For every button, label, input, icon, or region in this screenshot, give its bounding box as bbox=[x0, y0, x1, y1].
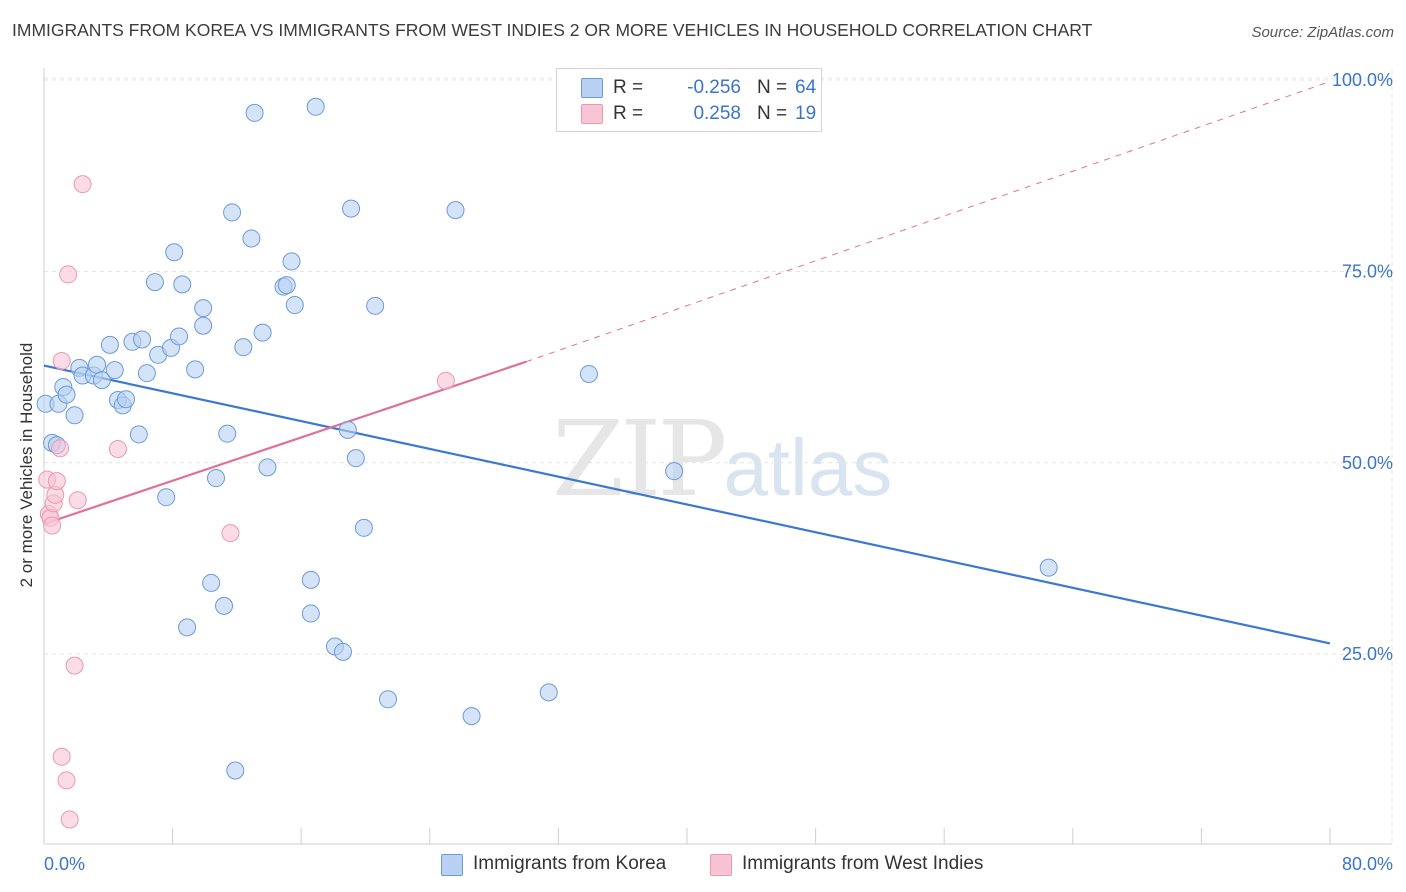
y-tick-label: 75.0% bbox=[1342, 261, 1393, 281]
korea-point bbox=[215, 596, 234, 615]
korea-point bbox=[157, 488, 176, 507]
korea-point bbox=[354, 518, 373, 537]
west-indies-point bbox=[65, 656, 84, 675]
korea-point bbox=[105, 361, 124, 380]
west-indies-point bbox=[57, 771, 76, 790]
axes bbox=[43, 68, 1392, 845]
korea-point bbox=[116, 390, 135, 409]
tick-labels: 25.0% 50.0% 75.0% 100.0% 0.0% 80.0% bbox=[44, 70, 1393, 874]
korea-point bbox=[223, 203, 242, 222]
korea-point bbox=[170, 327, 189, 346]
west-indies-point bbox=[108, 439, 127, 458]
west-indies-point bbox=[52, 351, 71, 370]
korea-point bbox=[218, 424, 237, 443]
y-tick-label: 100.0% bbox=[1332, 70, 1393, 90]
korea-point bbox=[133, 330, 152, 349]
west-indies-trend-line-dashed bbox=[526, 81, 1331, 363]
correlation-legend: R = -0.256 N = 64 R = 0.258 N = 19 bbox=[556, 68, 822, 132]
korea-point bbox=[242, 229, 261, 248]
korea-point bbox=[145, 273, 164, 292]
korea-point bbox=[333, 642, 352, 661]
watermark: ZIPatlas bbox=[552, 398, 892, 520]
korea-point bbox=[226, 761, 245, 780]
korea-r-label: R = bbox=[613, 77, 644, 98]
source-credit: Source: ZipAtlas.com bbox=[1251, 24, 1394, 41]
west-indies-point bbox=[221, 524, 240, 543]
korea-point bbox=[306, 97, 325, 116]
korea-point bbox=[285, 296, 304, 315]
korea-point bbox=[665, 462, 684, 481]
west-indies-point bbox=[59, 265, 78, 284]
korea-point bbox=[277, 276, 296, 295]
korea-point bbox=[234, 338, 253, 357]
korea-point bbox=[202, 573, 221, 592]
y-tick-label: 50.0% bbox=[1342, 453, 1393, 473]
korea-point bbox=[207, 469, 226, 488]
x-tick-label-start: 0.0% bbox=[44, 854, 85, 874]
chart-title: IMMIGRANTS FROM KOREA VS IMMIGRANTS FROM… bbox=[12, 20, 1093, 40]
korea-n-value: 64 bbox=[795, 77, 817, 98]
korea-point bbox=[579, 364, 598, 383]
korea-point bbox=[258, 458, 277, 477]
korea-point bbox=[282, 252, 301, 271]
trend-lines bbox=[43, 81, 1331, 645]
west-indies-r-label: R = bbox=[613, 103, 644, 124]
data-points bbox=[36, 97, 1058, 829]
west-indies-point bbox=[60, 810, 79, 829]
korea-point bbox=[186, 360, 205, 379]
y-axis-label: 2 or more Vehicles in Household bbox=[17, 342, 36, 588]
x-tick-label-end: 80.0% bbox=[1342, 854, 1393, 874]
west-indies-swatch bbox=[581, 104, 603, 124]
korea-point bbox=[194, 316, 213, 335]
korea-point bbox=[1039, 558, 1058, 577]
korea-point bbox=[88, 355, 107, 374]
korea-trend-line-solid bbox=[43, 364, 1331, 645]
korea-point bbox=[446, 201, 465, 220]
west-indies-n-label: N = bbox=[757, 103, 788, 124]
korea-point bbox=[173, 275, 192, 294]
watermark-zip: ZIP bbox=[552, 398, 727, 520]
west-indies-point bbox=[47, 472, 66, 491]
korea-r-value: -0.256 bbox=[687, 77, 741, 98]
watermark-atlas: atlas bbox=[723, 423, 893, 512]
korea-point bbox=[65, 406, 84, 425]
korea-legend-swatch bbox=[441, 854, 463, 876]
korea-point bbox=[366, 296, 385, 315]
korea-point bbox=[346, 449, 365, 468]
korea-point bbox=[129, 425, 148, 444]
west-indies-point bbox=[68, 491, 87, 510]
korea-n-label: N = bbox=[757, 77, 788, 98]
korea-point bbox=[301, 570, 320, 589]
korea-point bbox=[194, 299, 213, 318]
korea-point bbox=[165, 243, 184, 262]
y-tick-label: 25.0% bbox=[1342, 644, 1393, 664]
korea-point bbox=[338, 420, 357, 439]
korea-point bbox=[92, 371, 111, 390]
west-indies-n-value: 19 bbox=[795, 103, 817, 124]
west-indies-point bbox=[52, 747, 71, 766]
korea-point bbox=[137, 364, 156, 383]
west-indies-point bbox=[51, 439, 70, 458]
korea-point bbox=[57, 385, 76, 404]
korea-swatch bbox=[581, 78, 603, 98]
korea-point bbox=[178, 618, 197, 637]
korea-point bbox=[301, 604, 320, 623]
korea-point bbox=[100, 335, 119, 354]
west-indies-legend-label: Immigrants from West Indies bbox=[742, 853, 984, 874]
korea-point bbox=[245, 103, 264, 122]
west-indies-point bbox=[436, 371, 455, 390]
korea-legend-label: Immigrants from Korea bbox=[473, 853, 667, 874]
korea-point bbox=[379, 690, 398, 709]
west-indies-r-value: 0.258 bbox=[693, 103, 741, 124]
korea-point bbox=[253, 323, 272, 342]
korea-point bbox=[539, 683, 558, 702]
korea-point bbox=[462, 707, 481, 726]
y-axis-label-wrap: 2 or more Vehicles in Household bbox=[2, 343, 52, 588]
west-indies-legend-swatch bbox=[710, 854, 732, 876]
west-indies-point bbox=[73, 175, 92, 194]
west-indies-point bbox=[43, 516, 62, 535]
korea-point bbox=[342, 199, 361, 218]
